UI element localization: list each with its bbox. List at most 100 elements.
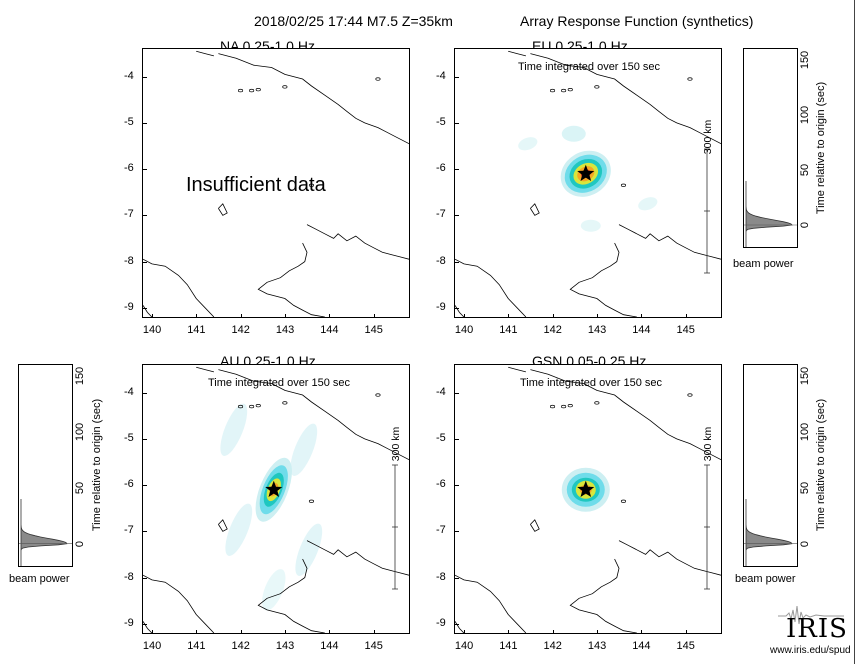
x-tick-mark <box>151 314 153 318</box>
coastline-layer <box>454 50 722 318</box>
island <box>567 404 573 408</box>
y-tick-label: -9 <box>124 616 134 629</box>
beam-y-tick-label: 50 <box>74 481 86 494</box>
y-tick-label: -8 <box>124 570 134 583</box>
x-tick-label: 143 <box>275 324 295 336</box>
eu-subtitle: Time integrated over 150 sec <box>518 61 661 73</box>
beam-contour <box>225 503 253 556</box>
coastline <box>530 519 540 532</box>
x-tick-label: 143 <box>587 324 607 336</box>
x-tick-mark <box>596 314 598 318</box>
x-tick-mark <box>552 314 554 318</box>
coastline <box>142 305 153 318</box>
beam-power-label-au: beam power <box>9 573 70 585</box>
beam-power-trace <box>745 181 793 247</box>
scale-bar-label-gsn: 300 km <box>702 426 714 462</box>
coastline <box>196 366 215 373</box>
y-tick-label: -6 <box>436 478 446 491</box>
coastline <box>530 203 540 216</box>
iris-url[interactable]: www.iris.edu/spud <box>770 645 851 656</box>
coastline <box>569 558 637 634</box>
y-tick-label: -6 <box>436 162 446 175</box>
x-tick-mark <box>329 314 331 318</box>
coastline <box>508 50 527 57</box>
epicenter-star-icon <box>577 480 595 497</box>
beam-contour <box>561 125 586 142</box>
beam-y-tick-label: 0 <box>799 540 811 547</box>
product-title: Array Response Function (synthetics) <box>520 13 754 29</box>
y-tick-mark <box>143 392 147 394</box>
epicenter-star-icon <box>265 480 283 497</box>
x-tick-mark <box>373 630 375 634</box>
scale-bar <box>704 148 710 274</box>
beam-power-label-gsn: beam power <box>735 573 796 585</box>
island <box>237 88 244 93</box>
island <box>282 85 288 89</box>
x-tick-label: 140 <box>142 640 162 652</box>
coastline <box>196 50 215 57</box>
y-tick-mark <box>143 215 147 217</box>
coastline-layer <box>454 366 722 634</box>
x-tick-label: 145 <box>676 324 695 336</box>
x-tick-label: 142 <box>543 640 562 652</box>
coastline <box>454 258 527 318</box>
x-tick-mark <box>508 630 510 634</box>
y-tick-label: -5 <box>124 115 134 128</box>
island <box>249 404 255 409</box>
page-border <box>854 0 855 664</box>
beam-panel-au <box>18 364 73 567</box>
event-title: 2018/02/25 17:44 M7.5 Z=35km <box>254 13 453 29</box>
x-tick-label: 141 <box>187 640 206 652</box>
beam-y-tick-label: 150 <box>74 366 86 386</box>
coastline <box>218 519 228 532</box>
beam-contour <box>220 403 248 456</box>
coastline <box>306 224 410 260</box>
x-tick-mark <box>373 314 375 318</box>
beam-ylabel-gsn: Time relative to origin (sec) <box>815 398 827 532</box>
y-tick-label: -7 <box>436 208 446 221</box>
island <box>549 404 556 409</box>
x-tick-label: 144 <box>632 640 651 652</box>
island <box>308 499 315 503</box>
y-tick-mark <box>455 438 459 440</box>
beam-y-tick-label: 100 <box>74 422 86 442</box>
x-tick-mark <box>284 314 286 318</box>
y-tick-mark <box>455 531 459 533</box>
x-tick-label: 144 <box>632 324 651 336</box>
coastline <box>508 366 527 373</box>
epicenter-star-icon <box>577 164 595 181</box>
y-tick-label: -5 <box>436 115 446 128</box>
y-tick-mark <box>143 531 147 533</box>
iris-logo: IRIS <box>776 600 847 660</box>
beam-y-tick-label: 50 <box>799 481 811 494</box>
x-tick-mark <box>463 314 465 318</box>
beam-contour <box>262 569 286 611</box>
x-tick-mark <box>685 314 687 318</box>
y-tick-mark <box>143 307 147 309</box>
y-tick-mark <box>143 261 147 263</box>
y-tick-mark <box>455 485 459 487</box>
coastline <box>306 540 410 576</box>
x-tick-label: 141 <box>499 640 518 652</box>
x-tick-mark <box>641 630 643 634</box>
y-tick-label: -8 <box>436 254 446 267</box>
island <box>567 88 573 92</box>
beam-power-label-eu: beam power <box>733 258 794 270</box>
x-tick-label: 145 <box>676 640 695 652</box>
y-tick-mark <box>455 122 459 124</box>
beam-y-tick-label: 100 <box>799 422 811 442</box>
x-tick-mark <box>641 314 643 318</box>
x-tick-mark <box>196 314 198 318</box>
scale-bar-label-au: 300 km <box>390 426 402 462</box>
x-tick-label: 142 <box>231 640 250 652</box>
coastline <box>454 621 465 634</box>
y-tick-label: -4 <box>436 69 446 82</box>
y-tick-label: -4 <box>436 385 446 398</box>
seismogram-icon <box>778 605 844 625</box>
x-tick-label: 143 <box>275 640 295 652</box>
island <box>561 88 567 93</box>
beam-y-tick-label: 150 <box>799 366 811 386</box>
y-tick-mark <box>455 392 459 394</box>
y-tick-mark <box>143 485 147 487</box>
y-tick-label: -9 <box>124 300 134 313</box>
